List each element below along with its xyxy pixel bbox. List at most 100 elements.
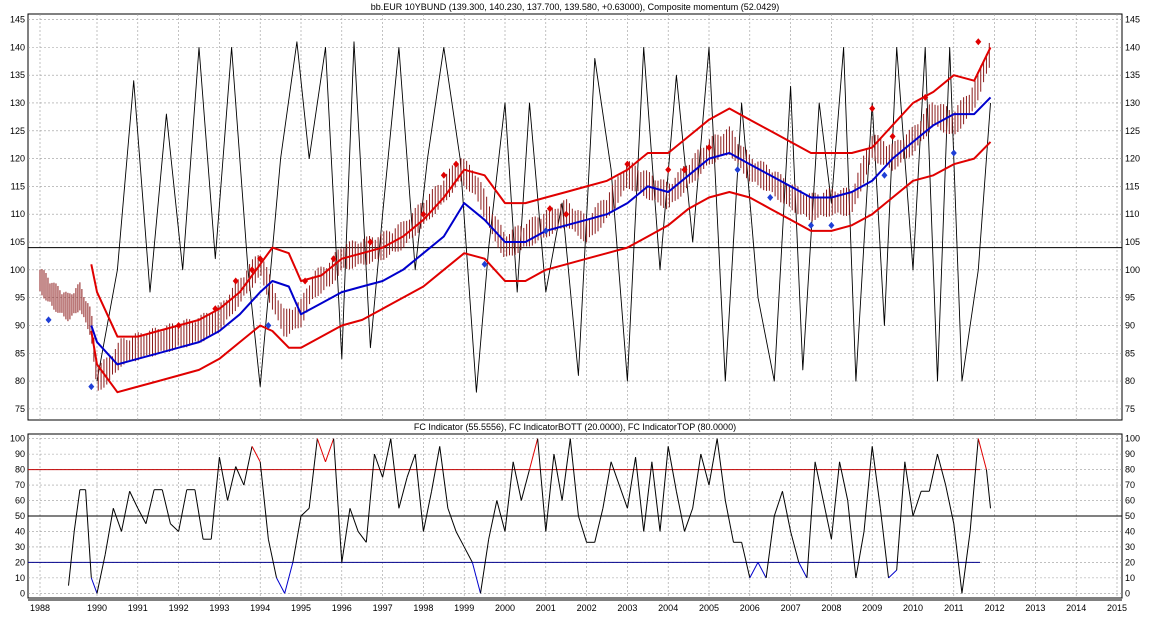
down-marker xyxy=(734,166,741,174)
x-tick-label-2012: 2012 xyxy=(985,603,1005,613)
y-tick-right-110: 110 xyxy=(1125,209,1139,219)
fc-segment xyxy=(855,531,865,578)
price-panel-frame xyxy=(27,13,1123,421)
down-marker xyxy=(265,321,272,329)
fc-segment xyxy=(292,515,302,563)
x-tick-label-1995: 1995 xyxy=(291,603,311,613)
fc-segment xyxy=(961,531,971,594)
fc-segment xyxy=(757,562,767,579)
y-tick-left-80: 80 xyxy=(15,376,25,386)
x-tick-label-2010: 2010 xyxy=(903,603,923,613)
up-marker xyxy=(665,166,672,174)
fc-segment xyxy=(68,531,75,586)
fc-segment xyxy=(830,461,841,540)
fc-segment xyxy=(814,461,824,501)
x-tick-label-1991: 1991 xyxy=(128,603,148,613)
fc-segment xyxy=(871,446,881,509)
y-tick-right-140: 140 xyxy=(1125,42,1140,52)
x-tick-label-1993: 1993 xyxy=(209,603,229,613)
down-marker xyxy=(950,149,957,157)
fc-segment xyxy=(618,484,628,509)
fc-y-tick-right-0: 0 xyxy=(1125,588,1130,598)
y-tick-right-75: 75 xyxy=(1125,404,1135,414)
fc-segment xyxy=(112,508,122,532)
up-marker xyxy=(440,171,447,179)
up-marker xyxy=(889,132,896,140)
up-marker xyxy=(420,210,427,218)
fc-segment xyxy=(545,454,555,532)
fc-segment xyxy=(178,489,188,532)
fc-y-tick-right-40: 40 xyxy=(1125,526,1135,536)
up-marker xyxy=(330,255,337,263)
fc-segment xyxy=(520,469,530,501)
fc-segment xyxy=(602,461,612,509)
y-tick-left-135: 135 xyxy=(10,70,25,80)
up-marker xyxy=(232,277,239,285)
lower-band-line xyxy=(90,141,992,394)
fc-segment xyxy=(227,466,237,501)
fc-segment xyxy=(243,446,253,486)
fc-segment xyxy=(120,491,131,532)
y-tick-left-145: 145 xyxy=(10,15,25,25)
fc-segment xyxy=(218,457,229,501)
fc-segment xyxy=(496,500,506,532)
down-marker xyxy=(808,221,814,229)
x-tick-label-2004: 2004 xyxy=(658,603,678,613)
fc-y-tick-right-90: 90 xyxy=(1125,449,1135,459)
fc-segment xyxy=(528,438,539,470)
up-marker xyxy=(563,210,570,218)
fc-y-tick-right-70: 70 xyxy=(1125,480,1135,490)
y-tick-left-75: 75 xyxy=(15,404,25,414)
fc-segment xyxy=(341,508,351,563)
up-marker xyxy=(546,205,553,213)
fc-segment xyxy=(888,569,898,579)
fc-segment xyxy=(414,454,424,532)
fc-segment xyxy=(667,446,677,492)
fc-segment xyxy=(773,491,783,517)
fc-segment xyxy=(945,484,955,524)
fc-segment xyxy=(969,438,979,532)
y-tick-right-130: 130 xyxy=(1125,98,1140,108)
fc-y-tick-right-60: 60 xyxy=(1125,496,1135,506)
fc-segment xyxy=(822,500,832,540)
fc-segment xyxy=(259,461,269,540)
fc-segment xyxy=(104,508,114,555)
up-marker xyxy=(869,105,876,113)
fc-segment xyxy=(936,453,947,486)
fc-segment xyxy=(194,489,204,540)
fc-segment xyxy=(170,523,179,532)
fc-segment xyxy=(537,438,547,532)
fc-y-tick-right-30: 30 xyxy=(1125,542,1135,552)
fc-segment xyxy=(406,453,416,478)
fc-y-tick-right-50: 50 xyxy=(1125,511,1135,521)
x-axis: 1988 1990 1991 1992 1993 1994 1995 1996 1997 1998… xyxy=(28,599,1127,613)
y-tick-left-110: 110 xyxy=(11,209,25,219)
fc-segment xyxy=(863,446,873,532)
y-tick-left-130: 130 xyxy=(10,98,25,108)
x-tick-label-2005: 2005 xyxy=(699,603,719,613)
fc-y-tick-right-100: 100 xyxy=(1125,434,1140,444)
fc-segment xyxy=(284,562,294,594)
fc-segment xyxy=(463,546,473,563)
y-tick-left-115: 115 xyxy=(11,181,25,191)
fc-segment xyxy=(569,438,579,517)
y-tick-right-90: 90 xyxy=(1125,320,1135,330)
fc-segment xyxy=(439,446,449,509)
up-marker xyxy=(249,266,256,274)
x-tick-label-2009: 2009 xyxy=(862,603,882,613)
fc-segment xyxy=(977,438,987,470)
up-marker xyxy=(175,321,182,329)
y-tick-right-135: 135 xyxy=(1125,70,1140,80)
fc-segment xyxy=(684,508,694,532)
up-marker xyxy=(367,238,374,246)
x-tick-label-2002: 2002 xyxy=(577,603,597,613)
y-tick-left-140: 140 xyxy=(10,42,25,52)
y-tick-right-115: 115 xyxy=(1125,181,1139,191)
y-tick-right-120: 120 xyxy=(1125,154,1140,164)
y-tick-right-105: 105 xyxy=(1125,237,1140,247)
up-marker xyxy=(922,93,929,101)
fc-segment xyxy=(431,446,441,492)
y-tick-right-95: 95 xyxy=(1125,293,1135,303)
fc-y-tick-left-100: 100 xyxy=(10,434,25,444)
